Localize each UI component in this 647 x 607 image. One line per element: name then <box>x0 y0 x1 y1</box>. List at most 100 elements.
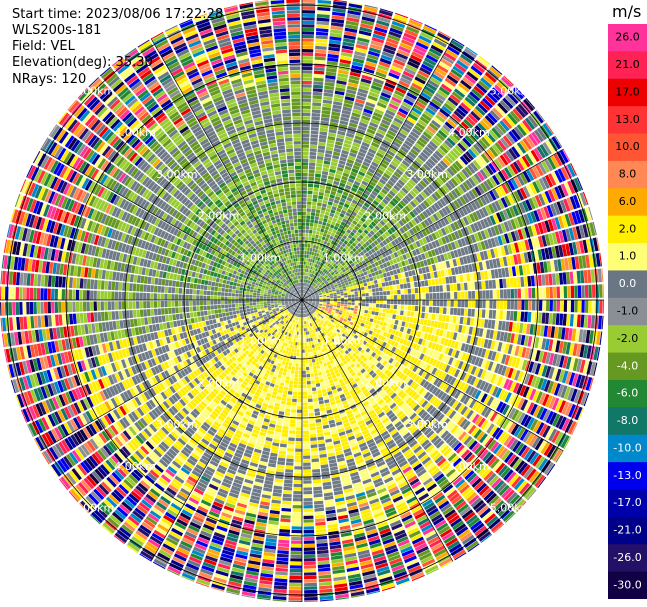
ppi-gate <box>341 243 346 248</box>
ppi-gate <box>472 211 479 221</box>
ppi-gate <box>302 77 312 81</box>
ppi-gate <box>430 334 435 342</box>
ppi-gate <box>443 52 457 62</box>
ppi-gate <box>443 338 449 346</box>
ppi-gate <box>366 208 373 215</box>
ppi-gate <box>375 23 389 30</box>
ppi-gate <box>330 118 339 124</box>
ppi-gate <box>367 310 372 315</box>
ppi-gate <box>307 194 313 198</box>
ppi-gate <box>390 247 396 253</box>
ppi-gate <box>437 147 446 157</box>
ppi-gate <box>340 153 348 159</box>
ppi-gate <box>473 318 478 327</box>
ppi-gate <box>579 225 586 239</box>
ppi-gate <box>369 145 378 152</box>
ppi-gate <box>418 94 430 104</box>
ppi-gate <box>386 222 392 229</box>
ppi-gate <box>383 300 387 304</box>
ppi-gate <box>431 98 442 108</box>
ppi-gate <box>458 171 467 181</box>
ppi-gate <box>429 155 439 164</box>
ppi-gate <box>404 294 408 300</box>
ppi-gate <box>359 280 364 284</box>
ppi-gate <box>315 170 322 174</box>
ppi-gate <box>417 182 425 191</box>
ppi-gate <box>423 188 431 197</box>
ppi-gate <box>507 179 516 191</box>
ppi-gate <box>314 259 317 264</box>
ppi-gate <box>317 145 326 150</box>
ppi-gate <box>352 220 358 226</box>
ppi-gate <box>323 96 333 101</box>
ppi-gate <box>591 284 596 298</box>
ppi-gate <box>401 294 405 300</box>
ppi-gate <box>461 168 470 179</box>
ppi-gate <box>340 238 345 243</box>
ppi-gate <box>456 185 465 195</box>
ppi-gate <box>565 371 572 385</box>
ppi-gate <box>303 328 306 332</box>
ppi-gate <box>447 96 459 107</box>
ppi-gate <box>359 325 364 330</box>
ppi-gate <box>564 258 569 271</box>
ppi-gate <box>418 239 425 246</box>
ppi-gate <box>354 268 359 273</box>
ppi-gate <box>510 300 514 310</box>
ppi-gate <box>344 280 348 284</box>
ppi-gate <box>562 272 567 285</box>
ppi-gate <box>510 288 514 299</box>
ppi-gate <box>507 244 513 255</box>
ppi-gate <box>499 310 504 320</box>
ppi-gate <box>486 216 493 227</box>
ppi-gate <box>353 105 363 111</box>
ppi-gate <box>452 258 458 267</box>
ppi-gate <box>316 260 319 265</box>
ppi-gate <box>514 288 518 299</box>
ppi-gate <box>324 280 328 284</box>
ppi-gate <box>450 267 456 276</box>
ppi-gate <box>302 59 313 64</box>
ppi-gate <box>323 274 327 278</box>
ppi-gate <box>425 326 430 333</box>
ppi-gate <box>458 324 463 333</box>
ppi-gate <box>475 157 484 168</box>
ppi-gate <box>386 290 390 295</box>
ppi-gate <box>310 348 313 352</box>
ppi-gate <box>523 213 531 226</box>
ppi-gate <box>433 95 444 105</box>
ppi-gate <box>340 302 345 305</box>
ppi-gate <box>468 300 472 308</box>
ppi-gate <box>451 113 462 123</box>
ppi-gate <box>319 258 323 262</box>
ppi-gate <box>337 275 342 279</box>
ppi-gate <box>313 401 319 406</box>
ppi-gate <box>376 265 381 271</box>
ppi-gate <box>309 269 312 273</box>
ppi-gate <box>403 215 410 223</box>
ppi-gate <box>414 305 419 312</box>
ppi-gate <box>410 311 415 317</box>
ppi-gate <box>319 285 323 289</box>
ppi-gate <box>318 446 326 451</box>
ppi-gate <box>500 289 504 299</box>
ppi-gate <box>319 131 328 136</box>
ppi-gate <box>355 47 367 54</box>
ppi-gate <box>440 218 447 227</box>
ppi-gate <box>353 311 358 315</box>
ppi-gate <box>317 368 322 373</box>
ppi-gate <box>348 122 358 128</box>
ppi-gate <box>457 308 461 316</box>
ppi-gate <box>520 227 527 239</box>
ppi-gate <box>316 264 320 269</box>
ppi-gate <box>305 236 309 241</box>
ppi-gate <box>465 179 474 189</box>
ppi-gate <box>582 329 587 343</box>
ppi-gate <box>439 145 449 154</box>
ppi-gate <box>336 292 341 295</box>
ppi-gate <box>304 290 307 294</box>
ppi-gate <box>396 268 401 274</box>
ppi-gate <box>316 227 321 232</box>
ppi-gate <box>452 275 457 283</box>
ppi-gate <box>364 235 370 241</box>
